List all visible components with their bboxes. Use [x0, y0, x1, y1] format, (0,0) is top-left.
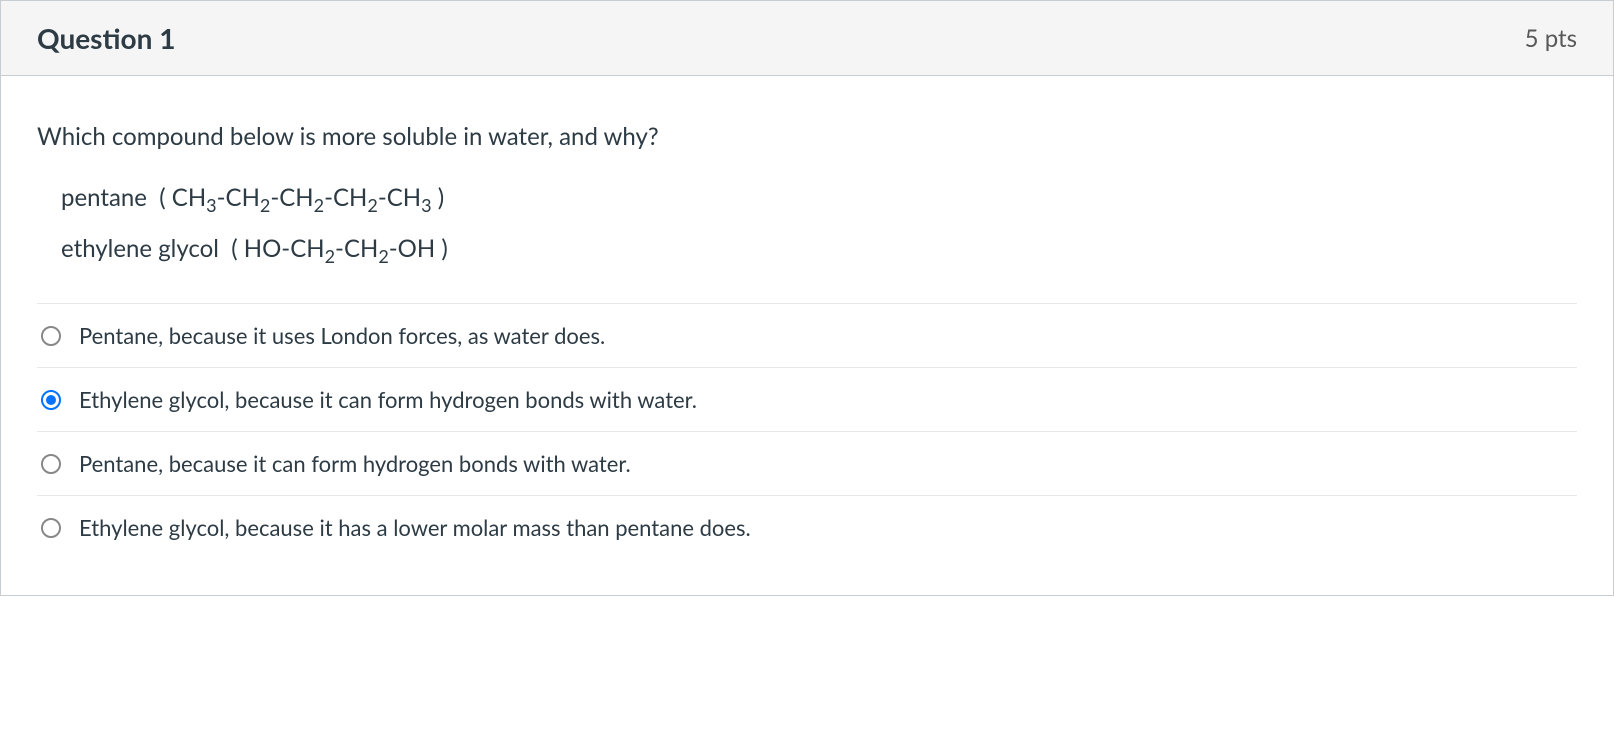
question-body: Which compound below is more soluble in … — [1, 76, 1613, 595]
answer-option[interactable]: Ethylene glycol, because it can form hyd… — [37, 367, 1577, 431]
compound-list: pentane ( CH3-CH2-CH2-CH2-CH3 ) ethylene… — [37, 183, 1577, 263]
compound-item: pentane ( CH3-CH2-CH2-CH2-CH3 ) — [61, 183, 1577, 212]
compound-formula: ( HO-CH2-CH2-OH ) — [231, 234, 448, 263]
answer-option[interactable]: Ethylene glycol, because it has a lower … — [37, 495, 1577, 559]
answer-label: Ethylene glycol, because it has a lower … — [79, 514, 1577, 541]
answer-label: Pentane, because it can form hydrogen bo… — [79, 450, 1577, 477]
compound-name: ethylene glycol — [61, 234, 219, 263]
question-title: Question 1 — [37, 21, 175, 55]
radio-icon[interactable] — [41, 390, 61, 410]
question-card: Question 1 5 pts Which compound below is… — [0, 0, 1614, 596]
radio-icon[interactable] — [41, 326, 61, 346]
answer-option[interactable]: Pentane, because it uses London forces, … — [37, 303, 1577, 367]
question-prompt: Which compound below is more soluble in … — [37, 122, 1577, 151]
radio-icon[interactable] — [41, 454, 61, 474]
question-points: 5 pts — [1525, 24, 1577, 53]
compound-item: ethylene glycol ( HO-CH2-CH2-OH ) — [61, 234, 1577, 263]
answer-label: Ethylene glycol, because it can form hyd… — [79, 386, 1577, 413]
answer-label: Pentane, because it uses London forces, … — [79, 322, 1577, 349]
answer-option[interactable]: Pentane, because it can form hydrogen bo… — [37, 431, 1577, 495]
question-header: Question 1 5 pts — [1, 1, 1613, 76]
compound-formula: ( CH3-CH2-CH2-CH2-CH3 ) — [159, 183, 444, 212]
answer-list: Pentane, because it uses London forces, … — [37, 303, 1577, 559]
compound-name: pentane — [61, 183, 147, 212]
radio-icon[interactable] — [41, 518, 61, 538]
